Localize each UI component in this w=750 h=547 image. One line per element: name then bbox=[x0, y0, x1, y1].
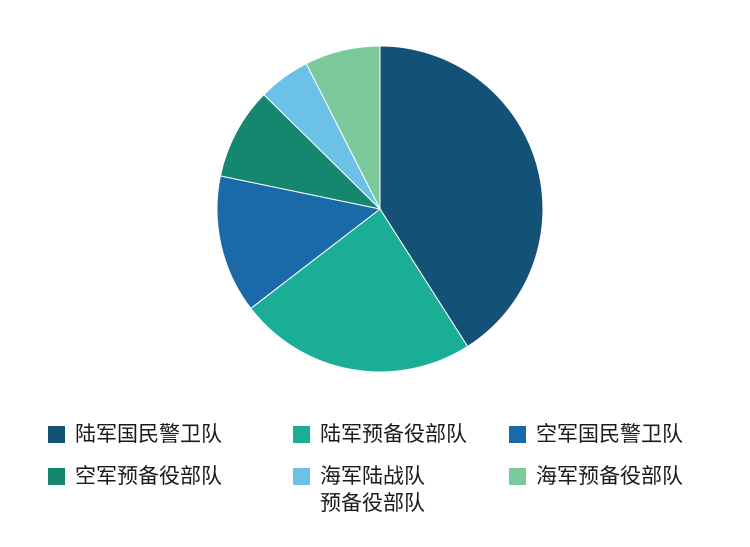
legend-label: 陆军国民警卫队 bbox=[75, 422, 222, 446]
legend-swatch bbox=[509, 468, 526, 485]
legend-item-navy-reserve: 海军预备役部队 bbox=[509, 463, 683, 490]
legend-swatch bbox=[293, 426, 310, 443]
legend-swatch bbox=[293, 468, 310, 485]
legend-item-army-reserve: 陆军预备役部队 bbox=[293, 421, 467, 448]
legend-swatch bbox=[48, 468, 65, 485]
legend-item-marine-corps-reserve: 海军陆战队 预备役部队 bbox=[293, 463, 425, 517]
pie-slice-5 bbox=[305, 45, 381, 210]
legend-item-air-national-guard: 空军国民警卫队 bbox=[509, 421, 683, 448]
pie-slice-0 bbox=[379, 45, 544, 348]
legend-swatch bbox=[48, 426, 65, 443]
legend-label: 空军预备役部队 bbox=[75, 464, 222, 488]
pie-slice-3 bbox=[219, 93, 382, 210]
legend-item-air-force-reserve: 空军预备役部队 bbox=[48, 463, 222, 490]
legend-swatch bbox=[509, 426, 526, 443]
legend-label: 空军国民警卫队 bbox=[536, 422, 683, 446]
pie-slice-1 bbox=[250, 208, 469, 373]
legend-label: 陆军预备役部队 bbox=[320, 422, 467, 446]
legend-item-army-national-guard: 陆军国民警卫队 bbox=[48, 421, 222, 448]
pie-slice-2 bbox=[216, 175, 382, 310]
legend-label: 海军陆战队 预备役部队 bbox=[320, 464, 425, 515]
legend-label: 海军预备役部队 bbox=[536, 464, 683, 488]
